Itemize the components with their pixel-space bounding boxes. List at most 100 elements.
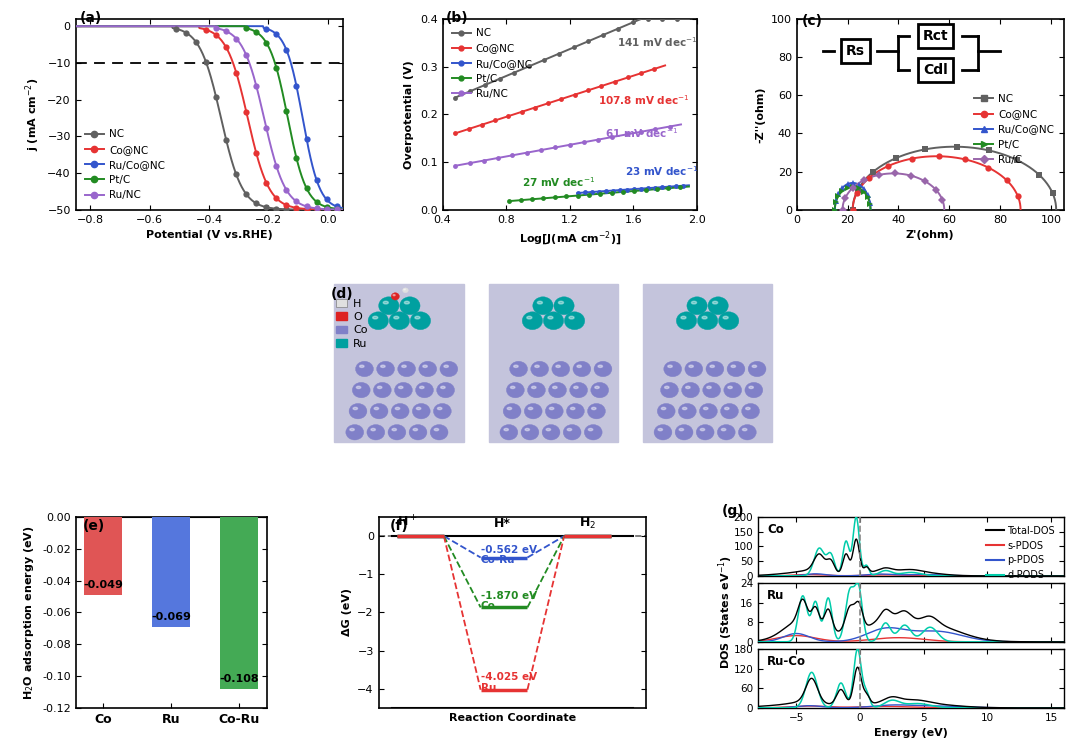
Bar [643,284,772,443]
Ellipse shape [503,404,521,419]
Ellipse shape [388,425,406,440]
Legend: Total-DOS, s-PDOS, p-PDOS, d-PODS: Total-DOS, s-PDOS, p-PDOS, d-PODS [982,522,1058,584]
Text: H*: H* [494,517,511,529]
Bar [220,517,258,689]
Ellipse shape [370,428,376,431]
Ellipse shape [527,316,531,319]
Ellipse shape [399,386,403,389]
Ellipse shape [713,301,717,304]
Ellipse shape [683,407,687,410]
Ellipse shape [346,425,364,440]
Ellipse shape [531,386,536,389]
Ellipse shape [414,428,418,431]
Text: (g): (g) [721,505,744,518]
Bar [488,284,619,443]
Ellipse shape [698,312,718,330]
Ellipse shape [675,425,693,440]
Ellipse shape [739,425,756,440]
Ellipse shape [353,407,357,410]
Ellipse shape [437,407,442,410]
Text: -4.025 eV: -4.025 eV [481,672,537,682]
Ellipse shape [592,407,596,410]
Ellipse shape [724,316,728,319]
Ellipse shape [717,425,735,440]
Ellipse shape [667,365,672,367]
Ellipse shape [397,361,416,376]
Ellipse shape [702,316,707,319]
Ellipse shape [721,428,726,431]
Text: (f): (f) [390,519,408,533]
Ellipse shape [678,404,697,419]
Ellipse shape [546,428,551,431]
Text: Ru: Ru [768,589,785,602]
Ellipse shape [728,386,732,389]
Ellipse shape [440,361,458,376]
Legend: NC, Co@NC, Ru/Co@NC, Pt/C, Ru/C: NC, Co@NC, Ru/Co@NC, Pt/C, Ru/C [970,90,1058,169]
Ellipse shape [391,293,400,300]
Bar [152,517,190,626]
Ellipse shape [566,404,584,419]
Ellipse shape [679,428,684,431]
Text: 27 mV dec$^{-1}$: 27 mV dec$^{-1}$ [522,175,595,189]
Text: Rs: Rs [846,44,865,58]
Ellipse shape [392,428,396,431]
Ellipse shape [685,361,703,376]
Ellipse shape [676,312,697,330]
Ellipse shape [535,365,539,367]
Ellipse shape [654,425,672,440]
Ellipse shape [380,365,386,367]
Ellipse shape [434,428,438,431]
Ellipse shape [400,297,420,315]
Ellipse shape [691,301,697,304]
Ellipse shape [554,297,575,315]
Ellipse shape [383,301,389,304]
Text: -0.108: -0.108 [219,674,259,684]
Ellipse shape [703,383,720,398]
Ellipse shape [588,404,606,419]
Ellipse shape [356,386,361,389]
Ellipse shape [377,361,394,376]
Ellipse shape [550,407,554,410]
Text: Co: Co [481,601,496,611]
Ellipse shape [661,407,665,410]
X-axis label: Z'(ohm): Z'(ohm) [906,230,955,240]
Ellipse shape [545,404,563,419]
Ellipse shape [727,361,745,376]
Ellipse shape [394,316,399,319]
Ellipse shape [658,428,662,431]
Text: Rct: Rct [922,29,948,43]
Ellipse shape [700,404,717,419]
Ellipse shape [680,316,686,319]
Ellipse shape [415,316,420,319]
Text: Co: Co [768,523,784,536]
Ellipse shape [402,365,406,367]
Ellipse shape [530,361,549,376]
Ellipse shape [570,383,588,398]
Ellipse shape [697,425,714,440]
Ellipse shape [558,301,564,304]
Ellipse shape [514,365,518,367]
Ellipse shape [706,386,712,389]
Ellipse shape [410,312,431,330]
Ellipse shape [507,383,524,398]
Ellipse shape [556,365,561,367]
Ellipse shape [377,386,382,389]
Ellipse shape [430,425,448,440]
X-axis label: Potential (V vs.RHE): Potential (V vs.RHE) [146,230,272,240]
Ellipse shape [686,386,690,389]
Ellipse shape [752,365,757,367]
Ellipse shape [687,297,707,315]
Ellipse shape [532,297,553,315]
Text: H$_2$: H$_2$ [579,516,596,531]
Ellipse shape [523,312,542,330]
Y-axis label: -Z''(ohm): -Z''(ohm) [755,86,766,142]
Ellipse shape [395,407,400,410]
Ellipse shape [553,386,557,389]
Y-axis label: Overpotential (V): Overpotential (V) [404,60,415,169]
Ellipse shape [416,383,433,398]
Ellipse shape [708,297,728,315]
Y-axis label: DOS (States eV$^{-1}$): DOS (States eV$^{-1}$) [716,556,734,669]
Text: Ru: Ru [481,683,496,693]
Ellipse shape [718,312,739,330]
Ellipse shape [510,361,527,376]
